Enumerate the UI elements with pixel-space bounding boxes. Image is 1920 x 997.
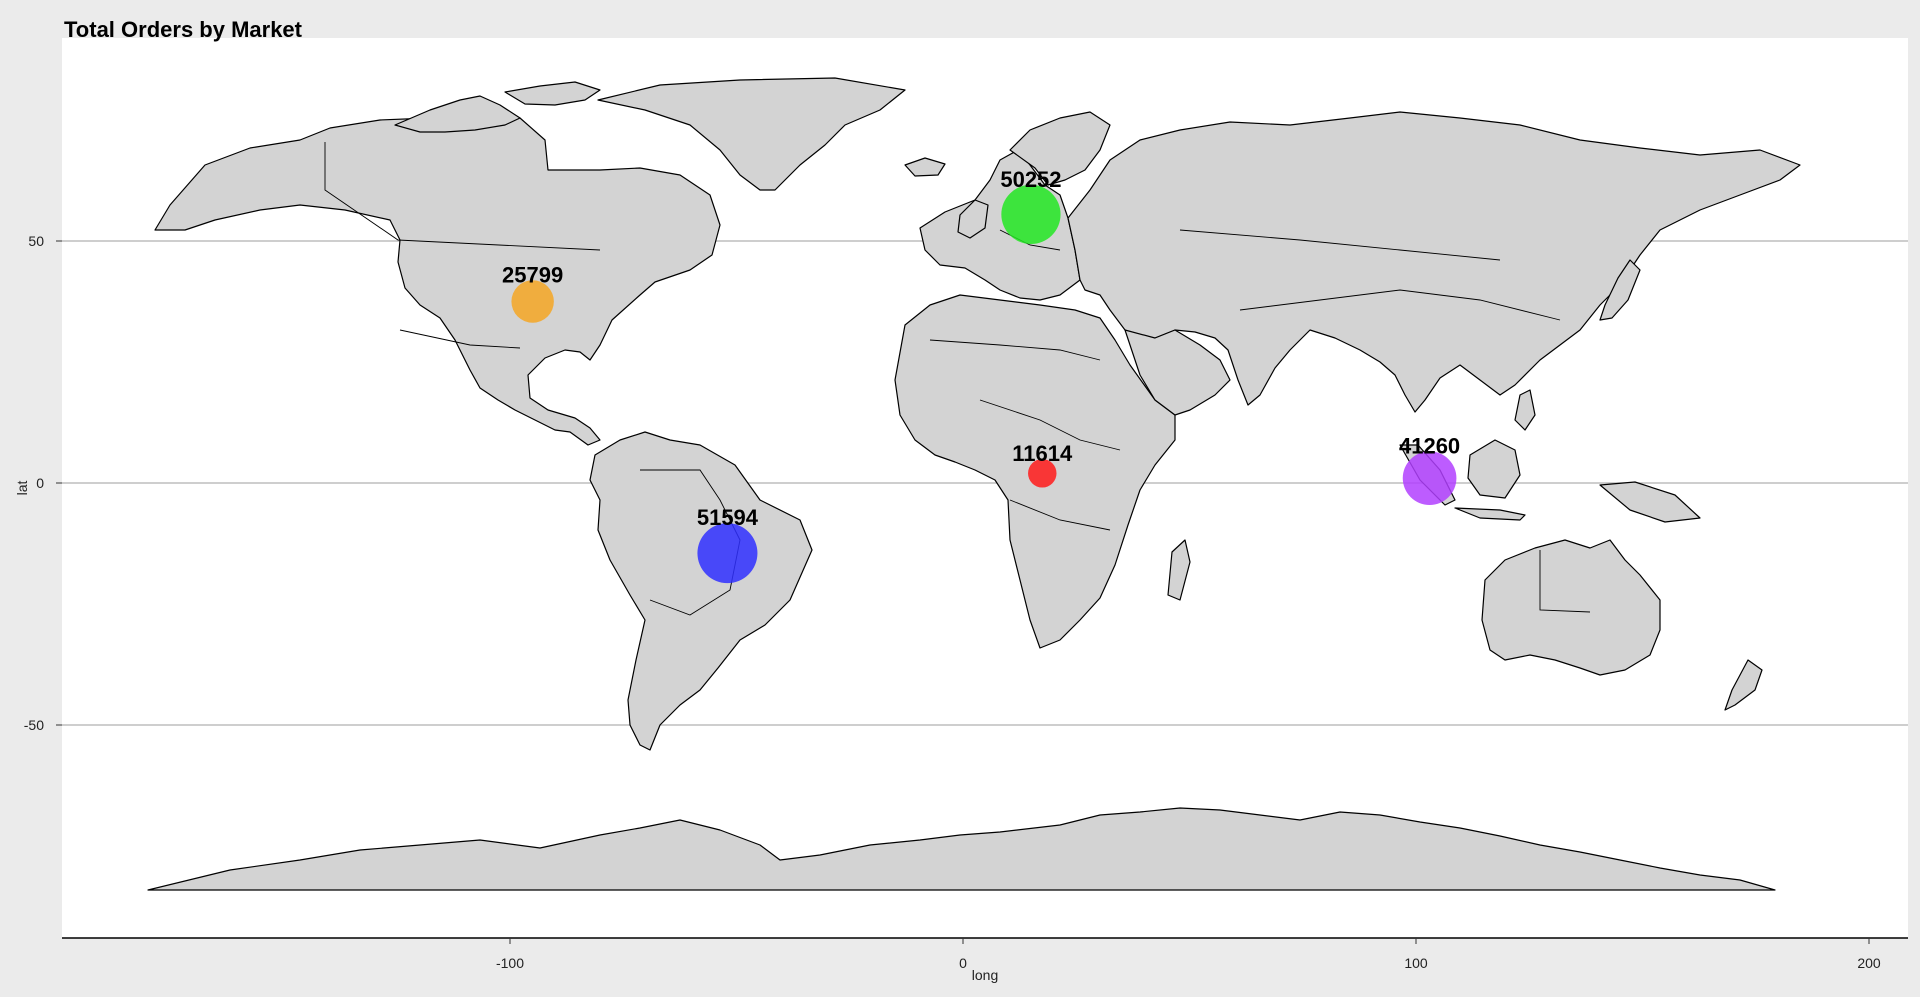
- y-axis: 50 0 -50 lat: [14, 233, 62, 733]
- bubble-latam: [697, 523, 758, 584]
- x-tick-label: 100: [1404, 955, 1428, 971]
- x-tick-label: 0: [959, 955, 967, 971]
- landmass-arctic-islands: [394, 95, 521, 133]
- landmass-iceland: [904, 157, 946, 177]
- x-axis: -100 0 100 200 long: [62, 937, 1908, 983]
- border-africa-2: [979, 399, 1121, 451]
- y-tick-label: 0: [36, 475, 44, 491]
- landmass-australia: [1481, 539, 1661, 676]
- border-africa-3: [1009, 499, 1111, 531]
- x-axis-ticks: -100 0 100 200: [496, 938, 1881, 971]
- landmass-south-america: [589, 431, 813, 751]
- border-us-canada: [324, 142, 601, 251]
- x-tick-label: -100: [496, 955, 524, 971]
- bubble-us: [511, 280, 554, 323]
- bubble-africa: [1028, 459, 1057, 488]
- border-us-mexico: [399, 329, 521, 349]
- landmass-new-zealand: [1724, 659, 1763, 711]
- landmass-scandinavia: [1009, 111, 1111, 186]
- border-australia: [1539, 550, 1591, 613]
- landmass-greenland: [597, 77, 906, 191]
- x-tick-label: 200: [1857, 955, 1881, 971]
- landmass-arabia: [1124, 329, 1231, 416]
- data-label-eu: 50252: [1000, 167, 1061, 192]
- landmass-antarctica: [147, 807, 1776, 891]
- landmass-japan: [1599, 259, 1641, 321]
- border-asia-2: [1239, 289, 1561, 321]
- border-asia-1: [1179, 229, 1501, 261]
- y-tick-label: -50: [24, 717, 44, 733]
- data-points: [511, 184, 1457, 584]
- border-africa-1: [929, 339, 1101, 361]
- x-axis-label: long: [972, 967, 998, 983]
- landmass-philippines: [1514, 389, 1536, 431]
- data-label-latam: 51594: [697, 505, 759, 530]
- landmass-arctic-islands-2: [504, 81, 601, 106]
- y-axis-ticks: 50 0 -50: [24, 233, 62, 733]
- landmass-java: [1454, 507, 1526, 521]
- bubble-eu: [1001, 184, 1061, 244]
- data-labels: 25799 50252 11614 51594 41260: [502, 167, 1460, 530]
- y-axis-label: lat: [14, 481, 30, 496]
- landmass-new-guinea: [1599, 481, 1701, 523]
- data-label-us: 25799: [502, 262, 563, 287]
- chart-title: Total Orders by Market: [64, 17, 303, 42]
- data-label-africa: 11614: [1012, 441, 1073, 466]
- landmass-madagascar: [1167, 539, 1191, 601]
- world-map: [147, 77, 1801, 891]
- y-tick-label: 50: [28, 233, 44, 249]
- landmass-uk: [957, 199, 989, 239]
- data-label-apac: 41260: [1399, 433, 1460, 458]
- bubble-apac: [1402, 451, 1457, 505]
- landmass-borneo: [1467, 439, 1521, 499]
- landmass-asia: [1067, 111, 1801, 413]
